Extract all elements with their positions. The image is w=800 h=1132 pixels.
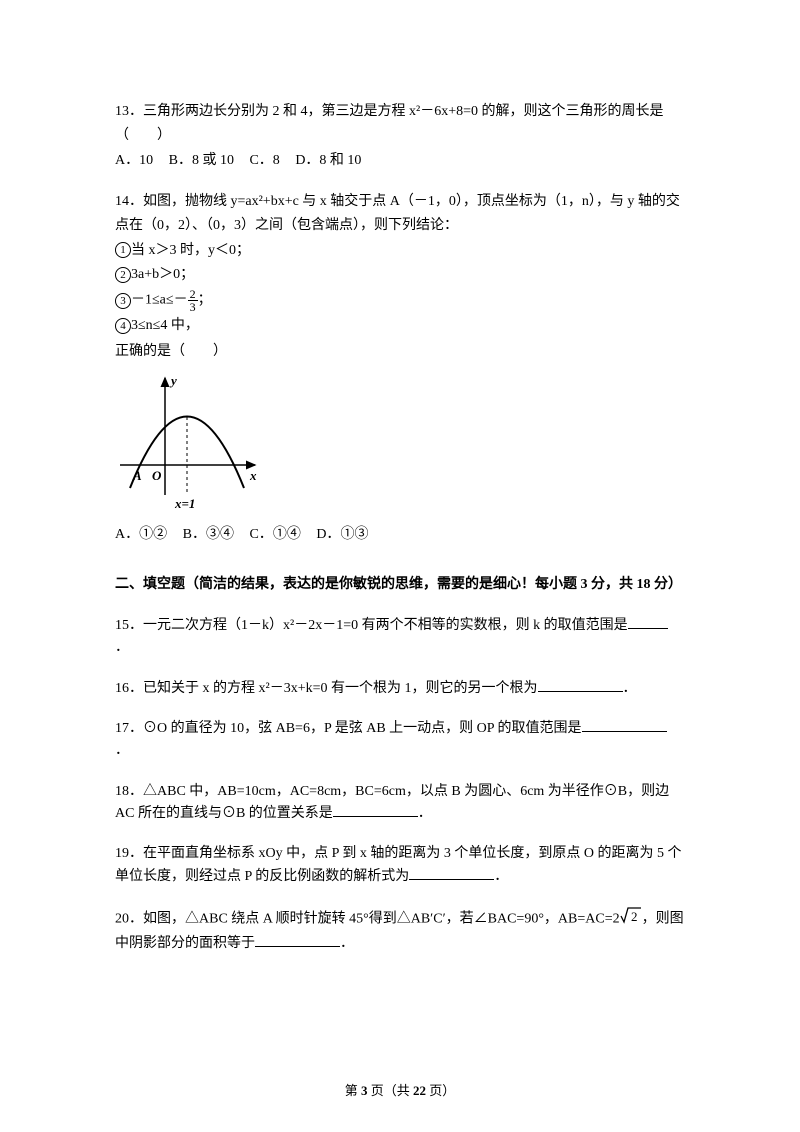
q13-choices: A．10 B．8 或 10 C．8 D．8 和 10 [115, 150, 685, 172]
x-label: x [249, 468, 257, 483]
q14-item2: 23a+b＞0； [115, 264, 685, 286]
graph-svg: y x A O x=1 [115, 370, 265, 510]
section-2-heading: 二、填空题（简洁的结果，表达的是你敏锐的思维，需要的是细心！每小题 3 分，共 … [115, 574, 685, 596]
question-20: 20．如图，△ABC 绕点 A 顺时针旋转 45°得到△AB′C′，若∠BAC=… [115, 906, 685, 955]
q15-blank [628, 615, 668, 629]
q17-pre: 17．⊙O 的直径为 10，弦 AB=6，P 是弦 AB 上一动点，则 OP 的… [115, 721, 582, 736]
q20-pre: 20．如图，△ABC 绕点 A 顺时针旋转 45°得到△AB′C′，若∠BAC=… [115, 912, 620, 927]
footer-total: 22 [413, 1083, 426, 1098]
q14-item1-text: 当 x＞3 时，y＜0； [131, 243, 250, 258]
point-a-label: A [132, 468, 142, 483]
footer-suf: 页） [426, 1083, 455, 1098]
q14-item3-pre: －1≤a≤－ [131, 293, 188, 308]
q13-choice-b: B．8 或 10 [169, 150, 234, 172]
circled-4: 4 [115, 318, 131, 334]
q15-pre: 15．一元二次方程（1－k）x²－2x－1=0 有两个不相等的实数根，则 k 的… [115, 618, 628, 633]
footer-mid: 页（共 [367, 1083, 413, 1098]
q14-text1: 14．如图，抛物线 y=ax²+bx+c 与 x 轴交于点 A（－1，0），顶点… [115, 190, 685, 238]
q19-suf: ． [494, 869, 508, 884]
sqrt-icon: 2 [620, 906, 642, 932]
page-footer: 第 3 页（共 22 页） [0, 1081, 800, 1102]
q18-suf: ． [418, 806, 432, 821]
fraction-2-3: 23 [188, 288, 198, 313]
q14-choice-a: A．①② [115, 524, 167, 546]
q16-pre: 16．已知关于 x 的方程 x²－3x+k=0 有一个根为 1，则它的另一个根为 [115, 681, 538, 696]
q14-item4: 43≤n≤4 中， [115, 315, 685, 337]
question-16: 16．已知关于 x 的方程 x²－3x+k=0 有一个根为 1，则它的另一个根为… [115, 678, 685, 700]
q20-blank [255, 933, 340, 947]
q14-item3-suf: ； [198, 293, 212, 308]
q14-choice-c: C．①④ [249, 524, 300, 546]
q14-choice-b: B．③④ [183, 524, 234, 546]
q14-choices: A．①② B．③④ C．①④ D．①③ [115, 524, 685, 546]
circled-3: 3 [115, 293, 131, 309]
q14-choice-d: D．①③ [316, 524, 368, 546]
q13-choice-c: C．8 [249, 150, 279, 172]
q15-suf: ． [115, 640, 129, 655]
q16-suf: ． [623, 681, 637, 696]
q14-text2: 正确的是（ ） [115, 340, 685, 364]
frac-den: 3 [188, 301, 198, 313]
q14-item4-text: 3≤n≤4 中， [131, 318, 199, 333]
q13-text: 13．三角形两边长分别为 2 和 4，第三边是方程 x²－6x+8=0 的解，则… [115, 100, 685, 148]
circled-2: 2 [115, 267, 131, 283]
question-15: 15．一元二次方程（1－k）x²－2x－1=0 有两个不相等的实数根，则 k 的… [115, 615, 685, 660]
q14-item2-text: 3a+b＞0； [131, 267, 194, 282]
origin-label: O [152, 468, 162, 483]
q17-suf: ． [115, 743, 129, 758]
q20-suf: ． [340, 936, 354, 951]
question-14: 14．如图，抛物线 y=ax²+bx+c 与 x 轴交于点 A（－1，0），顶点… [115, 190, 685, 546]
q13-choice-d: D．8 和 10 [295, 150, 361, 172]
question-13: 13．三角形两边长分别为 2 和 4，第三边是方程 x²－6x+8=0 的解，则… [115, 100, 685, 172]
svg-text:2: 2 [631, 909, 638, 924]
question-19: 19．在平面直角坐标系 xOy 中，点 P 到 x 轴的距离为 3 个单位长度，… [115, 843, 685, 888]
q19-blank [409, 866, 494, 880]
q19-pre: 19．在平面直角坐标系 xOy 中，点 P 到 x 轴的距离为 3 个单位长度，… [115, 846, 682, 883]
q14-item3: 3－1≤a≤－23； [115, 288, 685, 313]
question-17: 17．⊙O 的直径为 10，弦 AB=6，P 是弦 AB 上一动点，则 OP 的… [115, 718, 685, 763]
vertex-label: x=1 [174, 496, 195, 510]
circled-1: 1 [115, 242, 131, 258]
q18-blank [333, 803, 418, 817]
parabola-graph: y x A O x=1 [115, 370, 685, 518]
y-label: y [169, 373, 177, 388]
q16-blank [538, 678, 623, 692]
q17-blank [582, 718, 667, 732]
footer-pre: 第 [345, 1083, 361, 1098]
q13-choice-a: A．10 [115, 150, 153, 172]
q14-item1: 1当 x＞3 时，y＜0； [115, 240, 685, 262]
question-18: 18．△ABC 中，AB=10cm，AC=8cm，BC=6cm，以点 B 为圆心… [115, 781, 685, 826]
